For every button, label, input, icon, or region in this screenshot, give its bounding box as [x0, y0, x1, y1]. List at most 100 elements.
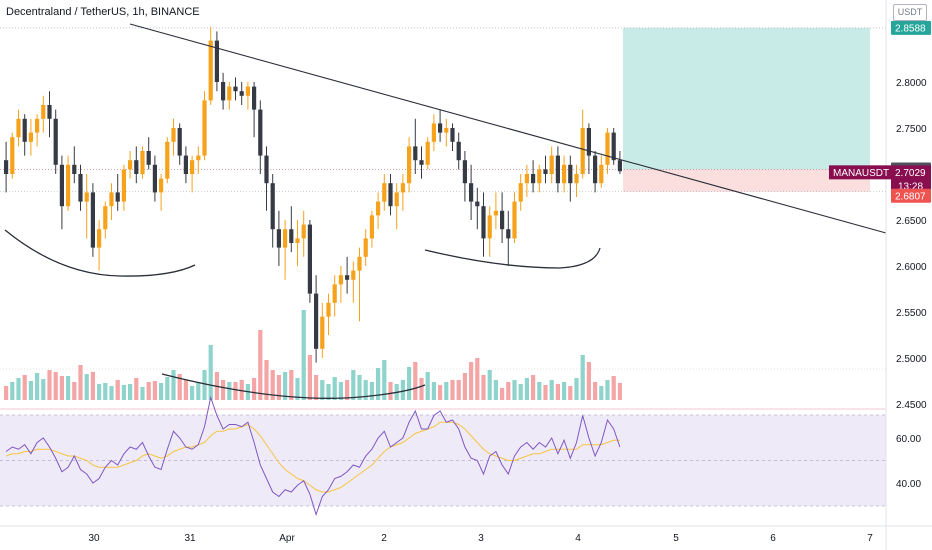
- volume-bar: [16, 378, 21, 400]
- candle-body: [295, 238, 300, 243]
- candle-body: [10, 137, 15, 174]
- candle-body: [562, 164, 567, 184]
- volume-bar: [252, 378, 257, 400]
- candle-body: [152, 164, 157, 193]
- candle-body: [140, 151, 145, 174]
- candle-body: [28, 132, 33, 142]
- volume-bar: [518, 384, 523, 400]
- volume-bar: [134, 378, 139, 400]
- volume-bar: [537, 382, 542, 400]
- volume-bar: [419, 378, 424, 400]
- volume-bar: [568, 386, 573, 400]
- volume-bar: [444, 382, 449, 400]
- candle-body: [214, 40, 219, 82]
- volume-arc: [161, 373, 426, 399]
- candle-body: [400, 183, 405, 193]
- candle-body: [413, 146, 418, 161]
- candle-body: [134, 160, 139, 174]
- candle-body: [47, 105, 52, 119]
- volume-bar: [115, 380, 120, 400]
- volume-bar: [295, 378, 300, 400]
- time-tick-label: 6: [770, 533, 776, 544]
- candle-body: [4, 160, 9, 174]
- volume-bar: [376, 368, 381, 400]
- candle-body: [524, 174, 529, 184]
- candle-body: [388, 183, 393, 207]
- volume-bar: [227, 382, 232, 400]
- candle-body: [394, 192, 399, 207]
- volume-bar: [35, 373, 40, 400]
- volume-bar: [388, 382, 393, 400]
- candle-body: [35, 118, 40, 133]
- volume-bars: [4, 310, 622, 400]
- candle-body: [41, 105, 46, 119]
- volume-bar: [258, 330, 263, 400]
- tag-text: 2.8588: [895, 23, 926, 34]
- volume-bar: [10, 382, 15, 400]
- volume-bar: [202, 370, 207, 400]
- volume-bar: [345, 380, 350, 400]
- candle-body: [202, 100, 207, 156]
- volume-bar: [543, 385, 548, 400]
- volume-bar: [190, 386, 195, 400]
- candle-body: [506, 229, 511, 239]
- volume-bar: [574, 378, 579, 400]
- volume-bar: [270, 370, 275, 400]
- volume-bar: [289, 370, 294, 400]
- drawings[interactable]: [4, 23, 887, 399]
- volume-bar: [611, 376, 616, 400]
- volume-bar: [382, 360, 387, 400]
- volume-bar: [431, 382, 436, 400]
- candle-body: [165, 141, 170, 179]
- candle-body: [376, 201, 381, 216]
- candle-body: [605, 132, 610, 165]
- symbol-tag-text: MANAUSDT: [833, 168, 889, 179]
- candle-body: [382, 183, 387, 202]
- candle-body: [574, 174, 579, 184]
- volume-bar: [413, 362, 418, 400]
- candle-body: [555, 155, 560, 184]
- candle-body: [363, 238, 368, 257]
- candle-body: [419, 160, 424, 165]
- volume-bar: [221, 380, 226, 400]
- volume-bar: [475, 358, 480, 400]
- volume-bar: [493, 380, 498, 400]
- candle-body: [487, 215, 492, 239]
- volume-bar: [146, 382, 151, 400]
- candle-body: [239, 91, 244, 96]
- price-tick-label: 2.8000: [896, 78, 927, 89]
- candle-body: [326, 302, 331, 317]
- volume-bar: [128, 384, 133, 400]
- volume-bar: [617, 383, 622, 400]
- volume-bar: [363, 380, 368, 400]
- volume-bar: [469, 362, 474, 400]
- time-tick-label: 7: [867, 533, 873, 544]
- volume-bar: [28, 381, 33, 400]
- volume-bar: [425, 372, 430, 400]
- target-zone: [623, 27, 870, 170]
- volume-bar: [512, 380, 517, 400]
- candle-body: [425, 141, 430, 165]
- candle-body: [469, 183, 474, 202]
- volume-bar: [66, 376, 71, 400]
- candle-body: [500, 210, 505, 230]
- volume-bar: [462, 373, 467, 400]
- target-price-tag: 2.8588: [891, 20, 931, 35]
- candle-body: [332, 284, 337, 303]
- volume-bar: [53, 372, 58, 400]
- candle-body: [512, 201, 517, 239]
- volume-bar: [78, 365, 83, 400]
- time-tick-label: 30: [88, 533, 100, 544]
- candle-body: [289, 229, 294, 243]
- candle-body: [357, 256, 362, 271]
- volume-bar: [580, 355, 585, 400]
- rsi-line: [5, 395, 621, 517]
- symbol-price-bg: [891, 165, 931, 194]
- volume-bar: [276, 375, 281, 400]
- candle-body: [481, 206, 486, 239]
- price-tick-label: 2.5000: [896, 354, 927, 365]
- currency-label[interactable]: USDT: [893, 4, 927, 21]
- candle-body: [611, 132, 616, 161]
- candle-body: [270, 183, 275, 230]
